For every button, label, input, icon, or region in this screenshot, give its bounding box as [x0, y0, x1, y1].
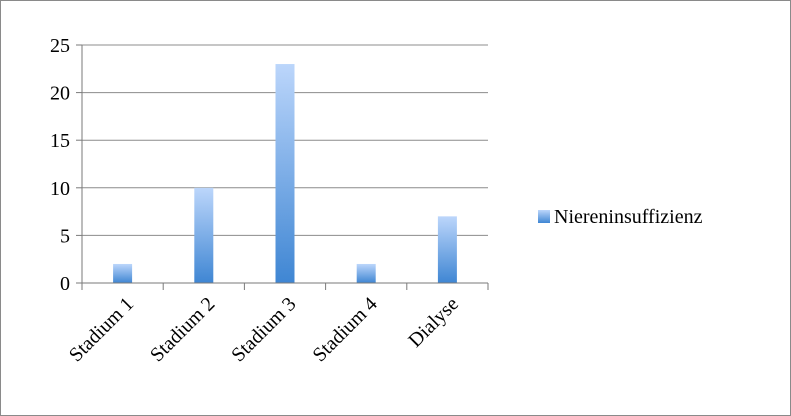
- x-tick-label: Stadium 3: [227, 293, 300, 366]
- y-tick-label: 20: [50, 83, 70, 105]
- bar-stadium-4: [356, 263, 376, 283]
- legend-label: Niereninsuffizienz: [554, 206, 703, 228]
- bar-stadium-3: [275, 64, 295, 283]
- y-tick-label: 10: [50, 178, 70, 200]
- bar-stadium-1: [113, 263, 133, 283]
- x-tick-labels: Stadium 1 Stadium 2 Stadium 3 Stadium 4 Dial…: [65, 293, 463, 366]
- x-tick-label: Stadium 2: [146, 293, 219, 366]
- y-tick-label: 5: [60, 225, 70, 247]
- axes: [76, 44, 489, 290]
- bar-dialyse: [437, 216, 457, 283]
- legend-swatch: [538, 210, 550, 223]
- y-tick-label: 0: [60, 273, 70, 295]
- y-tick-label: 15: [50, 130, 70, 152]
- x-tick-label: Stadium 4: [308, 293, 381, 366]
- bar-stadium-2: [194, 187, 214, 283]
- y-tick-label: 25: [50, 35, 70, 57]
- legend: Niereninsuffizienz: [538, 206, 703, 228]
- x-tick-label: Stadium 1: [65, 293, 138, 366]
- y-tick-labels: 0 5 10 15 20 25: [50, 35, 70, 295]
- bars: [113, 64, 457, 283]
- x-tick-label: Dialyse: [404, 293, 463, 352]
